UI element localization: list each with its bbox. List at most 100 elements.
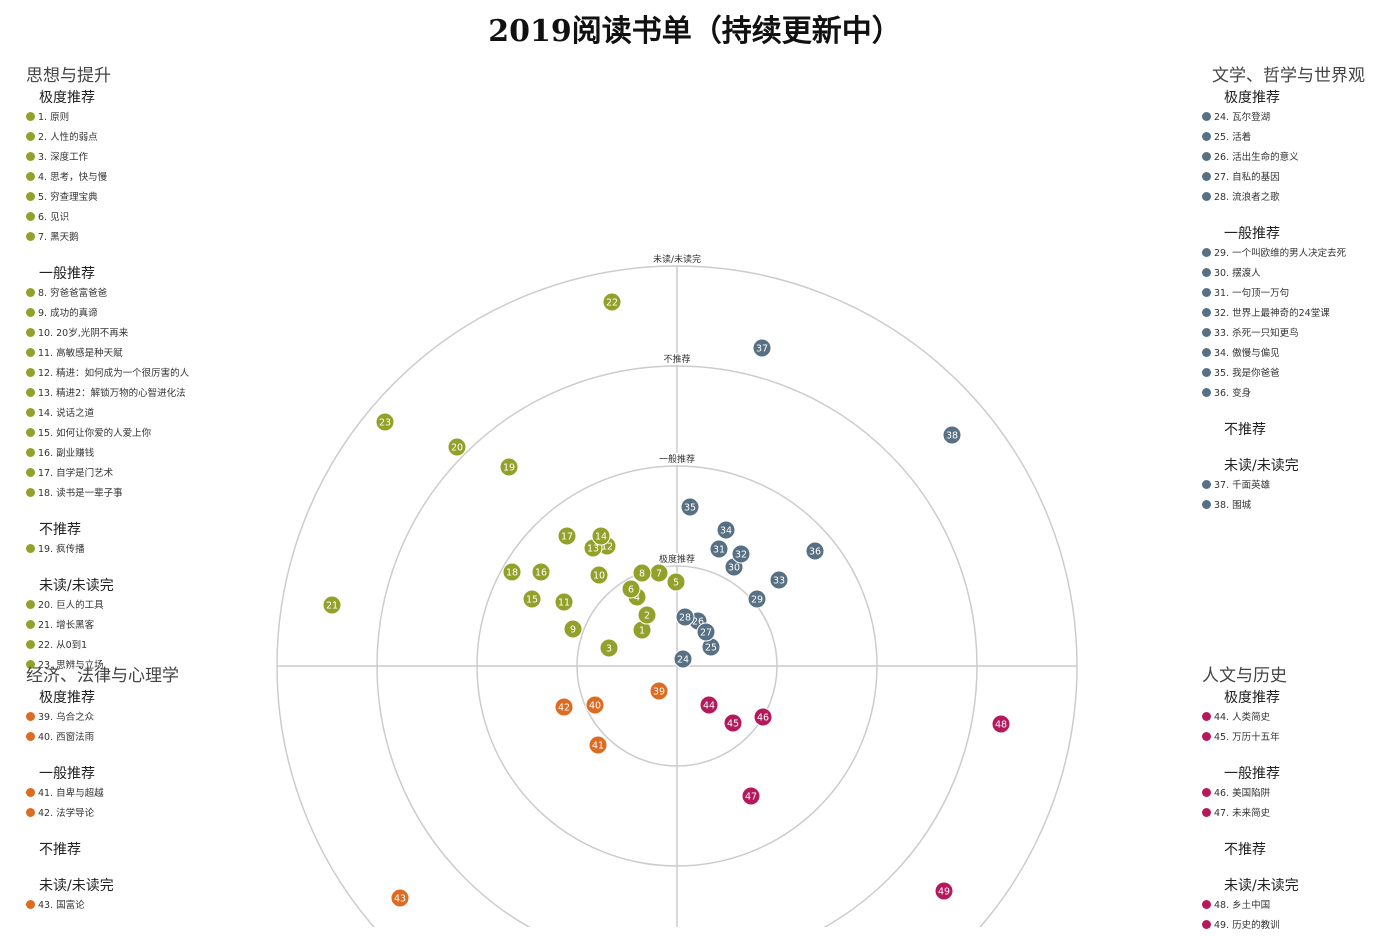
legend-item[interactable]: 23. 思辨与立场 xyxy=(26,656,286,676)
legend-item[interactable]: 26. 活出生命的意义 xyxy=(1202,148,1390,168)
legend-item[interactable]: 45. 万历十五年 xyxy=(1202,728,1390,748)
blip-10[interactable] xyxy=(589,565,609,585)
legend-item[interactable]: 39. 乌合之众 xyxy=(26,708,286,728)
blip-8[interactable] xyxy=(632,563,652,583)
blip-33[interactable] xyxy=(769,570,789,590)
legend-item[interactable]: 4. 思考，快与慢 xyxy=(26,168,286,188)
blip-3[interactable] xyxy=(599,638,619,658)
legend-item[interactable]: 3. 深度工作 xyxy=(26,148,286,168)
blip-number: 42 xyxy=(558,703,570,714)
blip-2[interactable] xyxy=(637,605,657,625)
legend-dot-icon xyxy=(26,172,35,181)
legend-item[interactable]: 1. 原则 xyxy=(26,108,286,128)
legend-item[interactable]: 42. 法学导论 xyxy=(26,804,286,824)
legend-item[interactable]: 41. 自卑与超越 xyxy=(26,784,286,804)
blip-45[interactable] xyxy=(723,713,743,733)
blip-9[interactable] xyxy=(563,619,583,639)
blip-36[interactable] xyxy=(805,541,825,561)
blip-21[interactable] xyxy=(322,595,342,615)
legend-item[interactable]: 35. 我是你爸爸 xyxy=(1202,364,1390,384)
blip-number: 7 xyxy=(656,569,662,580)
legend-item[interactable]: 22. 从0到1 xyxy=(26,636,286,656)
legend-item[interactable]: 20. 巨人的工具 xyxy=(26,596,286,616)
blip-43[interactable] xyxy=(390,888,410,908)
legend-item[interactable]: 29. 一个叫欧维的男人决定去死 xyxy=(1202,244,1390,264)
legend-item[interactable]: 8. 穷爸爸富爸爸 xyxy=(26,284,286,304)
legend-item[interactable]: 33. 杀死一只知更鸟 xyxy=(1202,324,1390,344)
blip-31[interactable] xyxy=(709,539,729,559)
legend-item[interactable]: 37. 千面英雄 xyxy=(1202,476,1390,496)
legend-item[interactable]: 17. 自学是门艺术 xyxy=(26,464,286,484)
blip-number: 35 xyxy=(684,503,696,514)
blip-46[interactable] xyxy=(753,707,773,727)
legend-item[interactable]: 46. 美国陷阱 xyxy=(1202,784,1390,804)
legend-item[interactable]: 18. 读书是一辈子事 xyxy=(26,484,286,504)
blip-48[interactable] xyxy=(991,714,1011,734)
legend-item[interactable]: 9. 成功的真谛 xyxy=(26,304,286,324)
blip-29[interactable] xyxy=(747,589,767,609)
blip-32[interactable] xyxy=(731,544,751,564)
blip-14[interactable] xyxy=(591,526,611,546)
legend-item[interactable]: 19. 疯传播 xyxy=(26,540,286,560)
blip-39[interactable] xyxy=(649,681,669,701)
legend-item[interactable]: 16. 副业赚钱 xyxy=(26,444,286,464)
blip-16[interactable] xyxy=(531,562,551,582)
blip-40[interactable] xyxy=(585,695,605,715)
legend-item-label: 8. 穷爸爸富爸爸 xyxy=(38,288,108,299)
legend-item[interactable]: 48. 乡土中国 xyxy=(1202,896,1390,916)
legend-item[interactable]: 43. 国富论 xyxy=(26,896,286,916)
legend-item[interactable]: 14. 说话之道 xyxy=(26,404,286,424)
legend-dot-icon xyxy=(26,132,35,141)
legend-item[interactable]: 5. 穷查理宝典 xyxy=(26,188,286,208)
legend-item[interactable]: 28. 流浪者之歌 xyxy=(1202,188,1390,208)
blip-49[interactable] xyxy=(934,881,954,901)
blip-42[interactable] xyxy=(554,697,574,717)
blip-34[interactable] xyxy=(716,520,736,540)
legend-item[interactable]: 12. 精进：如何成为一个很厉害的人 xyxy=(26,364,286,384)
legend-item[interactable]: 25. 活着 xyxy=(1202,128,1390,148)
legend-item[interactable]: 34. 傲慢与偏见 xyxy=(1202,344,1390,364)
legend-item[interactable]: 10. 20岁,光阴不再来 xyxy=(26,324,286,344)
blip-38[interactable] xyxy=(942,425,962,445)
legend-item[interactable]: 7. 黑天鹅 xyxy=(26,228,286,248)
blip-5[interactable] xyxy=(666,572,686,592)
legend-item[interactable]: 15. 如何让你爱的人爱上你 xyxy=(26,424,286,444)
legend-item[interactable]: 11. 高敏感是种天赋 xyxy=(26,344,286,364)
legend-item[interactable]: 13. 精进2：解锁万物的心智进化法 xyxy=(26,384,286,404)
blip-20[interactable] xyxy=(447,437,467,457)
legend-item[interactable]: 21. 增长黑客 xyxy=(26,616,286,636)
blip-47[interactable] xyxy=(741,786,761,806)
legend-item[interactable]: 30. 摆渡人 xyxy=(1202,264,1390,284)
blip-6[interactable] xyxy=(621,579,641,599)
blip-37[interactable] xyxy=(752,338,772,358)
blip-23[interactable] xyxy=(375,412,395,432)
legend-dot-icon xyxy=(26,732,35,741)
blip-28[interactable] xyxy=(675,607,695,627)
legend-item[interactable]: 2. 人性的弱点 xyxy=(26,128,286,148)
legend-item[interactable]: 38. 围城 xyxy=(1202,496,1390,516)
blip-41[interactable] xyxy=(588,735,608,755)
blip-18[interactable] xyxy=(502,562,522,582)
legend-item[interactable]: 40. 西窗法雨 xyxy=(26,728,286,748)
legend-item[interactable]: 32. 世界上最神奇的24堂课 xyxy=(1202,304,1390,324)
blip-22[interactable] xyxy=(602,292,622,312)
blip-27[interactable] xyxy=(696,622,716,642)
legend-item[interactable]: 31. 一句顶一万句 xyxy=(1202,284,1390,304)
blip-35[interactable] xyxy=(680,497,700,517)
legend-item[interactable]: 27. 自私的基因 xyxy=(1202,168,1390,188)
legend-item[interactable]: 36. 变身 xyxy=(1202,384,1390,404)
blip-number: 44 xyxy=(703,701,715,712)
legend-item[interactable]: 44. 人类简史 xyxy=(1202,708,1390,728)
blip-44[interactable] xyxy=(699,695,719,715)
blip-11[interactable] xyxy=(554,592,574,612)
legend-item[interactable]: 49. 历史的教训 xyxy=(1202,916,1390,936)
legend-item[interactable]: 6. 见识 xyxy=(26,208,286,228)
blip-number: 30 xyxy=(728,563,740,574)
blip-17[interactable] xyxy=(557,526,577,546)
blip-number: 49 xyxy=(938,887,950,898)
legend-item[interactable]: 24. 瓦尔登湖 xyxy=(1202,108,1390,128)
legend-item[interactable]: 47. 未来简史 xyxy=(1202,804,1390,824)
blip-19[interactable] xyxy=(499,457,519,477)
blip-24[interactable] xyxy=(673,649,693,669)
blip-15[interactable] xyxy=(522,589,542,609)
